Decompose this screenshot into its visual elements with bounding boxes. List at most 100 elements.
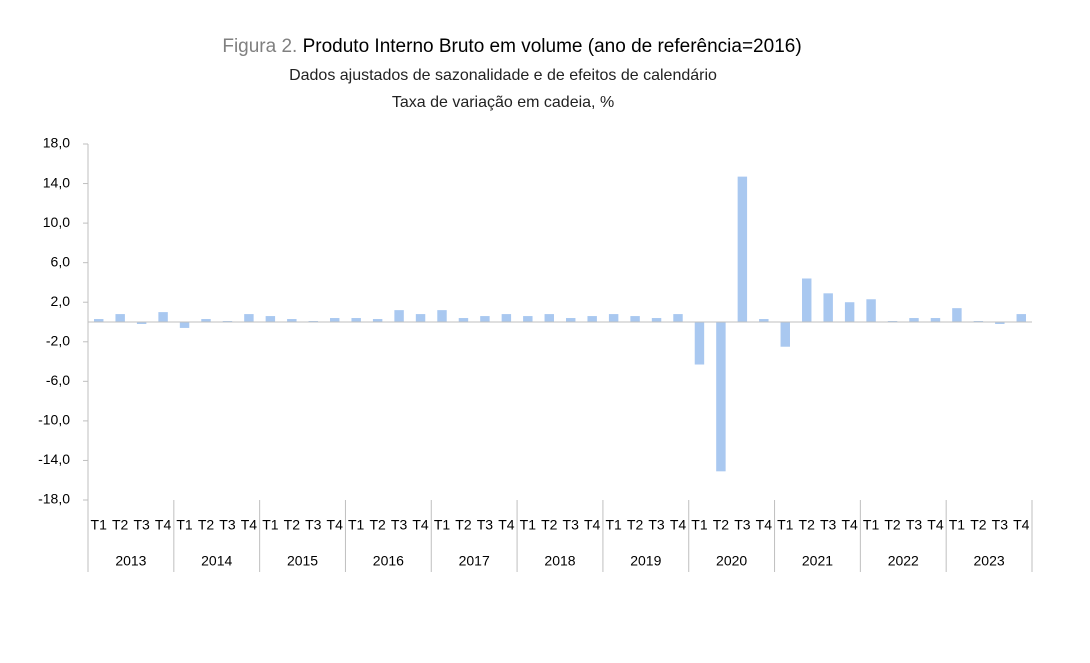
bar (608, 314, 619, 322)
x-tick-label: T3 (820, 517, 837, 533)
x-tick-label: T3 (992, 517, 1009, 533)
x-tick-label: T2 (970, 517, 987, 533)
group-label: 2020 (716, 553, 747, 569)
bar (651, 318, 662, 322)
x-tick-label: T2 (284, 517, 301, 533)
bar (158, 312, 168, 322)
x-tick-label: T2 (455, 517, 472, 533)
x-tick-label: T1 (348, 517, 365, 533)
x-tick-label: T4 (927, 517, 944, 533)
bar (351, 318, 361, 322)
bar (179, 322, 190, 328)
y-tick-label: -14,0 (38, 451, 70, 467)
bar (587, 316, 597, 322)
x-tick-label: T3 (219, 517, 236, 533)
x-tick-label: T2 (627, 517, 644, 533)
subtitle: Dados ajustados de sazonalidade e de efe… (289, 67, 717, 84)
y-tick-label: 10,0 (43, 214, 70, 230)
x-tick-label: T4 (241, 517, 258, 533)
bar (437, 310, 447, 322)
bar (287, 319, 297, 322)
chart-title: Figura 2. Produto Interno Bruto em volum… (222, 36, 801, 57)
bar (952, 308, 962, 322)
bar (136, 322, 147, 324)
x-tick-label: T3 (648, 517, 665, 533)
bar (995, 322, 1005, 324)
bar (930, 318, 941, 322)
x-tick-label: T1 (262, 517, 279, 533)
bar (566, 318, 576, 322)
bar (823, 293, 833, 322)
bar (372, 319, 383, 322)
x-tick-label: T2 (799, 517, 816, 533)
group-label: 2023 (974, 553, 1005, 569)
x-tick-label: T4 (1013, 517, 1030, 533)
y-tick-label: 6,0 (51, 253, 71, 269)
y-tick-label: 2,0 (51, 293, 71, 309)
group-label: 2017 (459, 553, 490, 569)
x-tick-label: T2 (884, 517, 901, 533)
bar (673, 314, 683, 322)
x-tick-label: T1 (863, 517, 880, 533)
x-tick-label: T1 (91, 517, 108, 533)
bar (523, 316, 533, 322)
group-label: 2018 (544, 553, 575, 569)
bar (394, 310, 404, 322)
bar (909, 318, 919, 322)
group-label: 2014 (201, 553, 232, 569)
bar (501, 314, 512, 322)
x-tick-label: T4 (327, 517, 344, 533)
x-tick-label: T3 (563, 517, 580, 533)
y-tick-label: 14,0 (43, 174, 70, 190)
y-tick-label: -10,0 (38, 412, 70, 428)
bar (330, 318, 340, 322)
x-tick-label: T3 (391, 517, 408, 533)
x-tick-label: T3 (477, 517, 494, 533)
x-tick-label: T4 (841, 517, 858, 533)
y-tick-label: 18,0 (43, 135, 70, 151)
group-label: 2022 (888, 553, 919, 569)
x-tick-label: T1 (777, 517, 794, 533)
x-tick-label: T4 (584, 517, 601, 533)
x-tick-label: T3 (133, 517, 150, 533)
y-tick-label: -2,0 (46, 332, 70, 348)
x-tick-label: T1 (605, 517, 622, 533)
x-tick-label: T4 (670, 517, 687, 533)
bar (630, 316, 640, 322)
group-label: 2019 (630, 553, 661, 569)
x-tick-label: T4 (756, 517, 773, 533)
x-tick-label: T2 (369, 517, 386, 533)
x-tick-label: T2 (541, 517, 558, 533)
x-tick-label: T2 (112, 517, 129, 533)
group-label: 2015 (287, 553, 318, 569)
bar (1016, 314, 1026, 322)
bar (802, 278, 812, 322)
x-tick-label: T4 (155, 517, 172, 533)
bar (780, 322, 790, 347)
figure-label: Figura 2. (222, 36, 297, 57)
group-label: 2021 (802, 553, 833, 569)
y-tick-label: -6,0 (46, 372, 70, 388)
x-tick-label: T3 (734, 517, 751, 533)
x-tick-label: T1 (691, 517, 708, 533)
x-tick-label: T4 (498, 517, 515, 533)
x-tick-label: T4 (412, 517, 429, 533)
bar (759, 319, 769, 322)
x-tick-label: T3 (906, 517, 923, 533)
bar (716, 322, 726, 472)
bar (115, 314, 125, 322)
bar (201, 319, 211, 322)
bar (844, 302, 855, 322)
x-tick-label: T3 (305, 517, 322, 533)
bar (415, 314, 426, 322)
bar (458, 318, 469, 322)
x-tick-label: T1 (176, 517, 193, 533)
bar (244, 314, 254, 322)
x-tick-label: T2 (198, 517, 215, 533)
title-text: Produto Interno Bruto em volume (ano de … (303, 36, 802, 57)
bar (544, 314, 554, 322)
bar (866, 299, 876, 322)
bar (94, 319, 104, 322)
group-label: 2013 (115, 553, 146, 569)
bar (480, 316, 490, 322)
